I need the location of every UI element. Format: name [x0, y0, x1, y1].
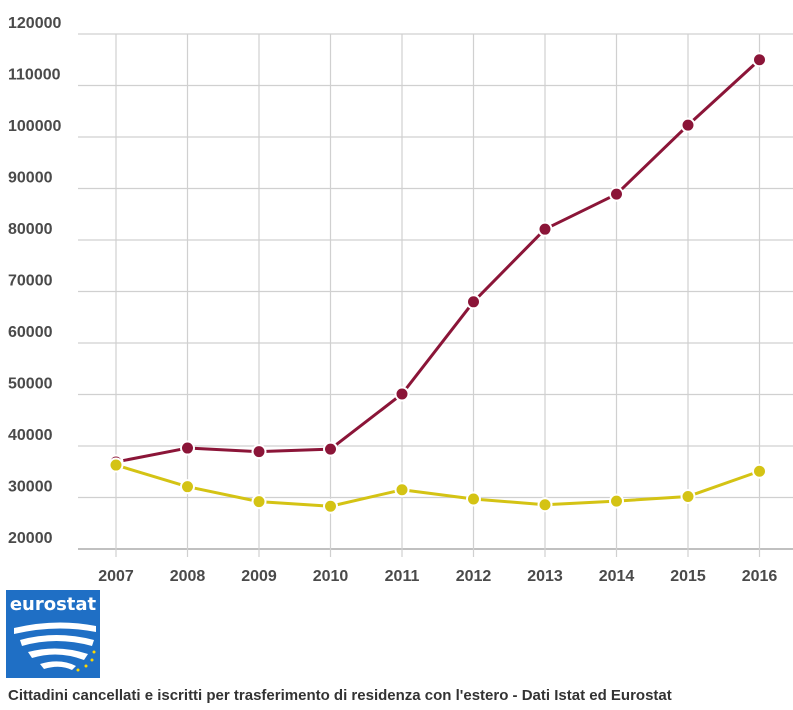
data-point-iscritti	[323, 498, 338, 514]
y-tick-label: 50000	[8, 376, 53, 393]
data-point-cancellati	[394, 386, 410, 402]
x-axis-labels: 2007 2008 2009 2010 2011 2012 2013 2014 2015 2016	[98, 568, 777, 585]
data-point-iscritti	[180, 479, 195, 495]
x-tick-label: 2008	[170, 568, 206, 585]
y-tick-label: 70000	[8, 273, 53, 290]
y-tick-label: 40000	[8, 427, 53, 444]
data-point-iscritti	[609, 493, 624, 509]
y-tick-label: 20000	[8, 530, 53, 547]
data-point-iscritti	[251, 494, 267, 510]
eurostat-logo-text: eurostat	[9, 594, 97, 615]
x-tick-label: 2013	[527, 568, 563, 585]
series-line-cancellati	[115, 58, 761, 464]
eurostat-logo: eurostat	[6, 590, 100, 678]
y-tick-label: 90000	[8, 170, 53, 187]
data-point-iscritti	[537, 497, 553, 513]
x-tick-label: 2012	[456, 568, 492, 585]
grid-lines	[78, 33, 793, 557]
data-point-cancellati	[323, 441, 338, 457]
data-point-cancellati	[752, 52, 767, 68]
data-point-cancellati	[180, 440, 195, 456]
data-point-cancellati	[251, 444, 267, 460]
data-point-cancellati	[466, 294, 481, 310]
x-tick-label: 2009	[241, 568, 277, 585]
x-tick-label: 2007	[98, 568, 134, 585]
data-point-cancellati	[537, 221, 553, 237]
data-point-iscritti	[108, 457, 124, 473]
y-tick-label: 110000	[8, 67, 61, 84]
data-point-cancellati	[609, 186, 624, 202]
chart-caption: Cittadini cancellati e iscritti per tras…	[8, 687, 672, 704]
x-tick-label: 2011	[385, 568, 420, 585]
y-tick-label: 60000	[8, 324, 53, 341]
y-tick-label: 100000	[8, 118, 61, 135]
series-line-iscritti	[115, 463, 760, 508]
x-tick-label: 2010	[313, 568, 349, 585]
data-point-iscritti	[680, 488, 696, 504]
y-tick-label: 80000	[8, 221, 53, 238]
line-chart: 20000 30000 40000 50000 60000 70000 80000 90000…	[8, 15, 793, 585]
x-tick-label: 2014	[599, 568, 635, 585]
series-points	[108, 52, 767, 514]
x-tick-label: 2016	[742, 568, 778, 585]
y-tick-label: 120000	[8, 15, 61, 32]
series-lines	[115, 58, 761, 508]
y-axis-labels: 20000 30000 40000 50000 60000 70000 80000 90000…	[8, 15, 61, 547]
data-point-iscritti	[466, 491, 481, 507]
eurostat-logo-waves-icon	[14, 622, 96, 672]
y-tick-label: 30000	[8, 479, 53, 496]
data-point-cancellati	[680, 117, 696, 133]
data-point-iscritti	[394, 482, 410, 498]
data-point-iscritti	[752, 463, 767, 479]
x-tick-label: 2015	[670, 568, 706, 585]
